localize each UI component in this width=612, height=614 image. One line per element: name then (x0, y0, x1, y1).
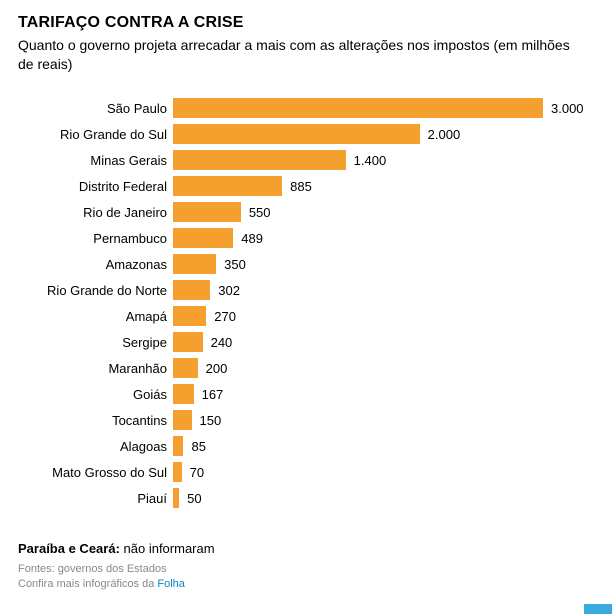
bar-area: 350 (173, 254, 594, 274)
bar-row: São Paulo 3.000 (18, 96, 594, 121)
corner-accent (584, 604, 612, 614)
bar (173, 202, 241, 222)
bar-row: Piauí 50 (18, 486, 594, 511)
bar (173, 150, 346, 170)
bar-value: 885 (290, 179, 312, 194)
bar-value: 550 (249, 205, 271, 220)
bar-value: 50 (187, 491, 201, 506)
bar (173, 358, 198, 378)
bar-value: 270 (214, 309, 236, 324)
bar-row: Rio Grande do Sul 2.000 (18, 122, 594, 147)
source-line-1: Fontes: governos dos Estados (18, 562, 215, 577)
bar (173, 124, 420, 144)
bar (173, 254, 216, 274)
bar (173, 488, 179, 508)
bar-value: 350 (224, 257, 246, 272)
bar-area: 50 (173, 488, 594, 508)
bar-label: Rio Grande do Sul (18, 127, 173, 142)
bar-row: Minas Gerais 1.400 (18, 148, 594, 173)
bar-value: 489 (241, 231, 263, 246)
bar-label: Rio Grande do Norte (18, 283, 173, 298)
bar-label: São Paulo (18, 101, 173, 116)
bar-row: Alagoas 85 (18, 434, 594, 459)
source-prefix: Confira mais infográficos da (18, 578, 157, 590)
bar-area: 302 (173, 280, 594, 300)
bar-area: 550 (173, 202, 594, 222)
bar-row: Rio de Janeiro 550 (18, 200, 594, 225)
bar-label: Piauí (18, 491, 173, 506)
bar-label: Mato Grosso do Sul (18, 465, 173, 480)
bar-area: 200 (173, 358, 594, 378)
bar (173, 384, 194, 404)
bar-label: Sergipe (18, 335, 173, 350)
bar-label: Distrito Federal (18, 179, 173, 194)
bar-value: 167 (202, 387, 224, 402)
bar-label: Alagoas (18, 439, 173, 454)
bar-row: Goiás 167 (18, 382, 594, 407)
bar-row: Tocantins 150 (18, 408, 594, 433)
bar-label: Maranhão (18, 361, 173, 376)
bar (173, 436, 183, 456)
bar (173, 332, 203, 352)
bar (173, 280, 210, 300)
bar-area: 2.000 (173, 124, 594, 144)
bar-label: Tocantins (18, 413, 173, 428)
bar-area: 1.400 (173, 150, 594, 170)
bar-value: 3.000 (551, 101, 584, 116)
bar-row: Rio Grande do Norte 302 (18, 278, 594, 303)
bar-area: 167 (173, 384, 594, 404)
bar-area: 70 (173, 462, 594, 482)
bar-row: Amapá 270 (18, 304, 594, 329)
chart-title: TARIFAÇO CONTRA A CRISE (18, 14, 594, 32)
bar-value: 200 (206, 361, 228, 376)
bar-label: Pernambuco (18, 231, 173, 246)
bar-row: Distrito Federal 885 (18, 174, 594, 199)
bar-label: Minas Gerais (18, 153, 173, 168)
footer: Paraíba e Ceará: não informaram Fontes: … (18, 541, 215, 592)
bar-label: Rio de Janeiro (18, 205, 173, 220)
bar-area: 489 (173, 228, 594, 248)
bar (173, 98, 543, 118)
bar-value: 150 (200, 413, 222, 428)
bar (173, 410, 192, 430)
bar (173, 176, 282, 196)
bar-label: Goiás (18, 387, 173, 402)
bar-value: 70 (190, 465, 204, 480)
bar-row: Maranhão 200 (18, 356, 594, 381)
bar (173, 306, 206, 326)
footnote: Paraíba e Ceará: não informaram (18, 541, 215, 556)
bar-area: 885 (173, 176, 594, 196)
bar-area: 3.000 (173, 98, 594, 118)
bar-area: 240 (173, 332, 594, 352)
bar-value: 1.400 (354, 153, 387, 168)
bar-row: Pernambuco 489 (18, 226, 594, 251)
bar-value: 2.000 (428, 127, 461, 142)
bar-value: 85 (191, 439, 205, 454)
bar (173, 228, 233, 248)
bar-area: 150 (173, 410, 594, 430)
footnote-bold: Paraíba e Ceará: (18, 541, 120, 556)
chart-subtitle: Quanto o governo projeta arrecadar a mai… (18, 36, 578, 74)
bar-row: Mato Grosso do Sul 70 (18, 460, 594, 485)
bar-row: Sergipe 240 (18, 330, 594, 355)
bar-area: 270 (173, 306, 594, 326)
bar-label: Amapá (18, 309, 173, 324)
source-link[interactable]: Folha (157, 578, 185, 590)
bar-value: 302 (218, 283, 240, 298)
bar-row: Amazonas 350 (18, 252, 594, 277)
bar-value: 240 (211, 335, 233, 350)
source-line-2: Confira mais infográficos da Folha (18, 577, 215, 592)
footnote-rest: não informaram (120, 541, 215, 556)
bar (173, 462, 182, 482)
bar-label: Amazonas (18, 257, 173, 272)
bar-area: 85 (173, 436, 594, 456)
bar-chart: São Paulo 3.000 Rio Grande do Sul 2.000 Mina… (18, 96, 594, 511)
